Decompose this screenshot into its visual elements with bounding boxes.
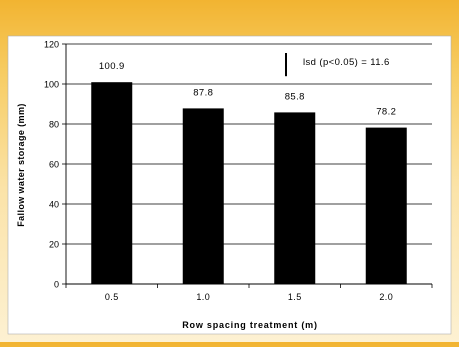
x-tick-label: 2.0 xyxy=(379,292,393,302)
data-labels: 100.9 87.8 85.8 78.2 xyxy=(99,61,396,117)
x-tick-labels: 0.5 1.0 1.5 2.0 xyxy=(105,292,393,302)
y-tick-label: 0 xyxy=(54,280,59,290)
data-label: 78.2 xyxy=(376,107,396,118)
x-tick-label: 0.5 xyxy=(105,292,119,302)
y-tick-label: 40 xyxy=(49,200,59,210)
lsd-annotation: lsd (p<0.05) = 11.6 xyxy=(303,57,390,68)
data-label: 100.9 xyxy=(99,61,125,72)
bar xyxy=(91,82,133,284)
y-tick-labels: 0 20 40 60 80 100 120 xyxy=(44,40,59,290)
y-tick-label: 120 xyxy=(44,40,59,50)
x-tick-label: 1.0 xyxy=(196,292,210,302)
y-tick-label: 100 xyxy=(44,80,59,90)
x-axis-label: Row spacing treatment (m) xyxy=(182,320,318,330)
y-tick-label: 60 xyxy=(49,160,59,170)
bar xyxy=(182,108,224,285)
bar xyxy=(365,127,407,284)
y-tick-label: 80 xyxy=(49,120,59,130)
bar xyxy=(274,112,316,285)
bars xyxy=(91,82,407,285)
data-label: 87.8 xyxy=(193,87,213,98)
y-tick-label: 20 xyxy=(49,240,59,250)
x-tick-label: 1.5 xyxy=(288,292,302,302)
data-label: 85.8 xyxy=(285,91,305,102)
y-axis-label: Fallow water storage (mm) xyxy=(16,103,26,227)
